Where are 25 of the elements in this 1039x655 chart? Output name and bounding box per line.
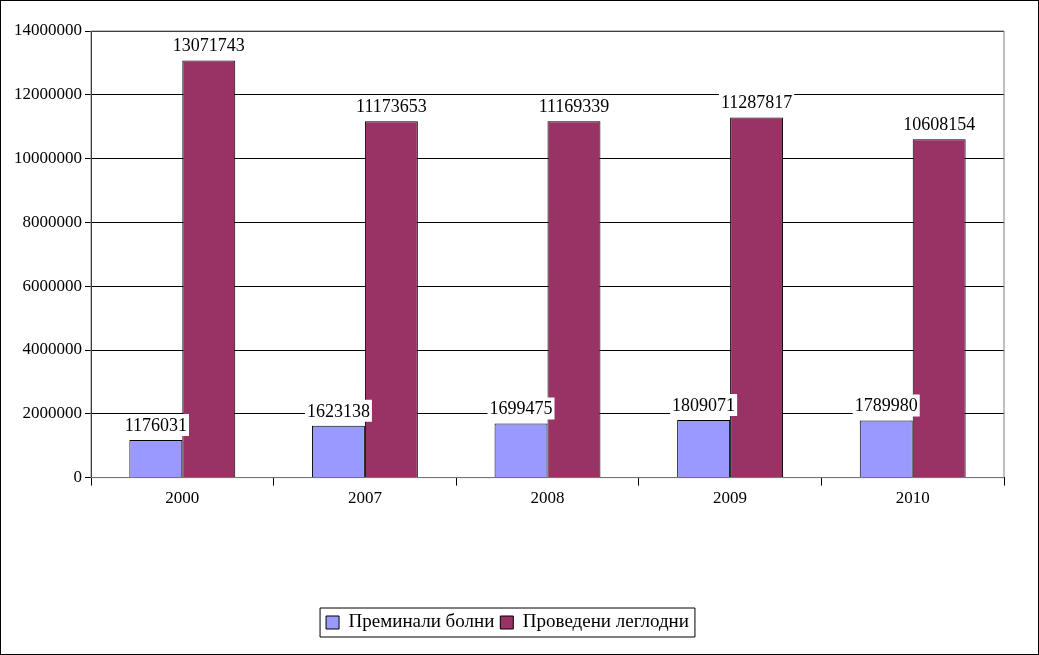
y-tick-label: 8000000 [22,211,82,231]
data-label: 13071743 [172,35,245,56]
x-tick-label: 2000 [165,488,200,508]
x-tick-label: 2007 [347,488,383,508]
data-label: 11287817 [720,92,793,113]
data-label: 10608154 [903,113,976,134]
x-tick-label: 2010 [895,488,930,508]
data-label: 1176031 [124,414,187,435]
y-tick-label: 4000000 [22,339,82,359]
y-tick-label: 14000000 [14,20,82,40]
legend-label: Преминали болни [348,610,495,632]
data-label: 1809071 [672,394,736,415]
data-label: 1623138 [306,400,370,421]
data-label: 11169339 [538,96,610,117]
y-tick-label: 0 [73,467,82,487]
data-label: 11173653 [356,95,427,116]
y-tick-label: 10000000 [14,148,82,168]
data-label: 1789980 [854,395,918,416]
legend-label: Проведени леглодни [522,610,689,632]
x-tick-label: 2009 [713,488,748,508]
y-tick-label: 12000000 [14,84,82,104]
x-tick-label: 2008 [530,488,565,508]
y-tick-label: 2000000 [22,403,82,423]
y-tick-label: 6000000 [22,275,82,295]
data-label: 1699475 [489,398,553,419]
